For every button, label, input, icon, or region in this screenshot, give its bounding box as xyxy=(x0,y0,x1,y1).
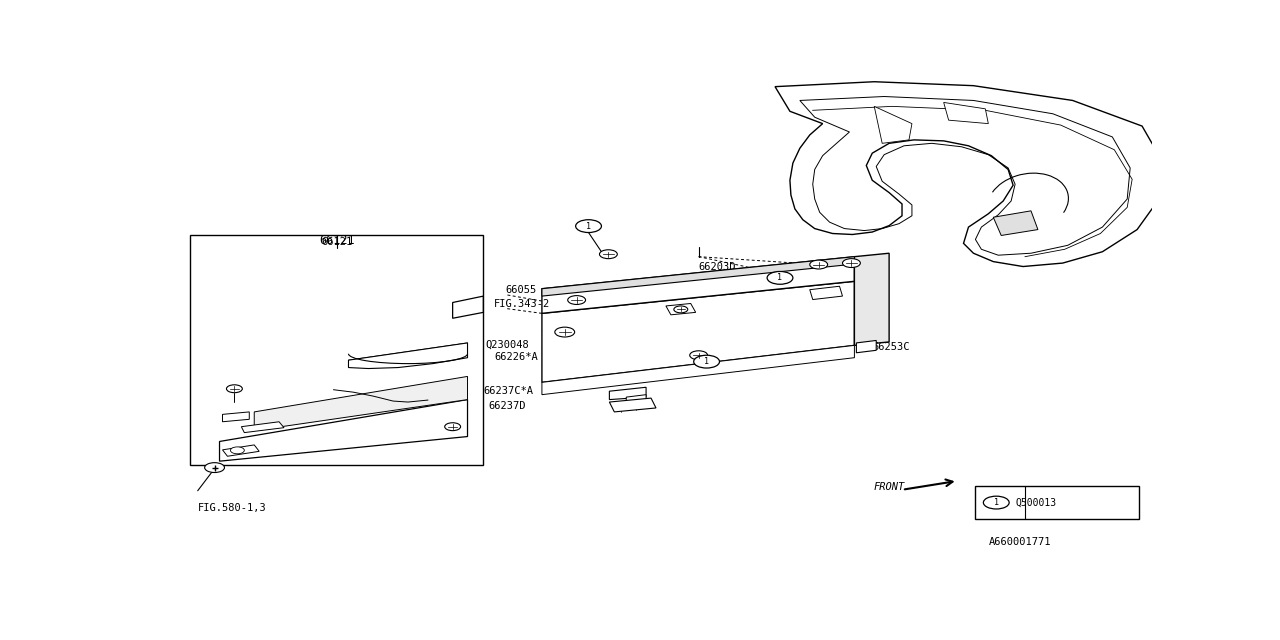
Polygon shape xyxy=(348,343,467,369)
Polygon shape xyxy=(993,211,1038,236)
Text: 66203D: 66203D xyxy=(699,262,736,271)
Text: A660001771: A660001771 xyxy=(988,538,1051,547)
Polygon shape xyxy=(856,340,877,353)
Polygon shape xyxy=(874,106,911,143)
Polygon shape xyxy=(453,296,484,318)
Polygon shape xyxy=(609,387,646,399)
Circle shape xyxy=(554,327,575,337)
Polygon shape xyxy=(666,303,696,315)
Text: FIG.343-2: FIG.343-2 xyxy=(494,300,550,310)
Polygon shape xyxy=(810,286,842,300)
Bar xyxy=(189,236,484,465)
Text: 1: 1 xyxy=(777,273,782,282)
Text: Q230048: Q230048 xyxy=(485,339,529,349)
Circle shape xyxy=(576,220,602,232)
Text: 66121: 66121 xyxy=(321,237,352,247)
Text: 1: 1 xyxy=(586,221,591,230)
Polygon shape xyxy=(943,102,988,124)
Polygon shape xyxy=(255,376,467,431)
Text: 66121: 66121 xyxy=(319,234,355,247)
Circle shape xyxy=(690,351,708,360)
Circle shape xyxy=(842,259,860,268)
Polygon shape xyxy=(541,257,855,314)
Circle shape xyxy=(694,355,719,368)
Polygon shape xyxy=(223,445,259,456)
Polygon shape xyxy=(776,82,1162,266)
Text: Q500013: Q500013 xyxy=(1015,497,1056,508)
Polygon shape xyxy=(541,257,855,296)
Bar xyxy=(975,486,1139,519)
Polygon shape xyxy=(541,282,855,382)
Circle shape xyxy=(568,296,585,305)
Text: 66237C*A: 66237C*A xyxy=(484,386,534,396)
Text: 66055: 66055 xyxy=(506,285,536,295)
Text: 66253C: 66253C xyxy=(872,342,910,352)
Circle shape xyxy=(599,250,617,259)
Circle shape xyxy=(227,385,242,393)
Polygon shape xyxy=(541,346,855,395)
Text: 66226*A: 66226*A xyxy=(494,352,538,362)
Polygon shape xyxy=(223,412,250,422)
Circle shape xyxy=(983,496,1009,509)
Polygon shape xyxy=(609,398,657,412)
Text: 66237D: 66237D xyxy=(489,401,526,411)
Circle shape xyxy=(810,260,828,269)
Polygon shape xyxy=(855,253,890,346)
Text: FIG.580-1,3: FIG.580-1,3 xyxy=(197,504,266,513)
Circle shape xyxy=(230,447,244,454)
Polygon shape xyxy=(220,399,467,461)
Text: 1: 1 xyxy=(993,498,998,507)
Text: 1: 1 xyxy=(704,357,709,366)
Circle shape xyxy=(767,271,792,284)
Text: FRONT: FRONT xyxy=(873,482,905,492)
Polygon shape xyxy=(626,395,646,404)
Polygon shape xyxy=(242,422,284,433)
Circle shape xyxy=(205,463,224,472)
Circle shape xyxy=(444,423,461,431)
Circle shape xyxy=(673,306,687,313)
